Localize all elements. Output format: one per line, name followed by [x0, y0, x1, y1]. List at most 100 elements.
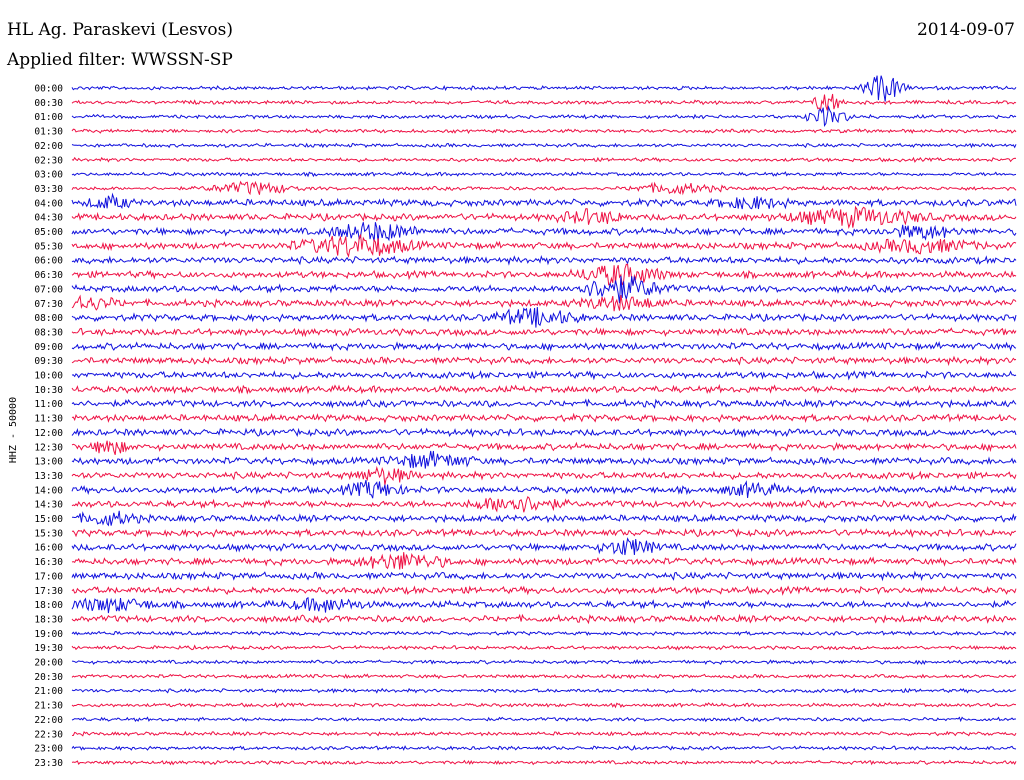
trace-row-2330	[71, 759, 1017, 766]
trace-row-0300	[71, 171, 1017, 178]
row-time-label: 04:30	[34, 213, 63, 224]
row-time-label: 11:00	[34, 399, 63, 410]
row-time-label: 15:00	[34, 514, 63, 525]
trace-row-1900	[71, 630, 1017, 637]
trace-row-0430	[71, 205, 1017, 230]
trace-row-2000	[71, 659, 1017, 665]
row-time-label: 01:30	[34, 127, 63, 138]
trace-row-1400	[71, 479, 1017, 499]
row-time-label: 22:30	[34, 729, 63, 740]
row-time-label: 14:00	[34, 485, 63, 496]
row-time-label: 16:00	[34, 543, 63, 554]
row-time-label: 17:00	[34, 571, 63, 582]
trace-row-1030	[71, 383, 1016, 395]
trace-row-0500	[71, 222, 1017, 243]
row-time-label: 18:00	[34, 600, 63, 611]
trace-row-0730	[71, 294, 1017, 312]
row-time-label: 20:00	[34, 658, 63, 669]
trace-row-1800	[71, 596, 1017, 614]
trace-row-0930	[71, 355, 1017, 367]
trace-row-1930	[71, 644, 1017, 651]
trace-row-1000	[71, 370, 1017, 381]
row-time-label: 17:30	[34, 586, 63, 597]
row-time-label: 23:00	[34, 744, 63, 755]
trace-row-0830	[71, 327, 1017, 338]
trace-row-1530	[71, 528, 1017, 539]
trace-row-1600	[71, 537, 1017, 556]
row-time-label: 22:00	[34, 715, 63, 726]
row-time-label: 07:30	[34, 299, 63, 310]
trace-row-0030	[71, 93, 1017, 112]
trace-row-0200	[71, 142, 1017, 149]
row-time-label: 12:30	[34, 442, 63, 453]
trace-row-1630	[71, 552, 1017, 570]
station-title: HL Ag. Paraskevi (Lesvos)	[7, 20, 233, 40]
trace-row-0400	[71, 192, 1017, 210]
date-label: 2014-09-07	[916, 20, 1015, 40]
trace-row-0330	[71, 180, 1017, 196]
trace-row-2030	[71, 673, 1017, 680]
trace-row-1230	[71, 440, 1017, 455]
row-time-label: 23:30	[34, 758, 63, 769]
trace-row-2130	[71, 702, 1016, 709]
row-time-label: 13:30	[34, 471, 63, 482]
row-time-label: 18:30	[34, 614, 63, 625]
trace-row-1700	[71, 570, 1017, 582]
trace-row-0100	[71, 105, 1017, 127]
trace-row-1200	[71, 427, 1017, 438]
row-time-label: 02:30	[34, 155, 63, 166]
row-time-label: 09:30	[34, 356, 63, 367]
trace-row-2100	[71, 687, 1017, 694]
trace-row-1330	[71, 465, 1017, 485]
trace-row-1300	[71, 450, 1017, 469]
row-time-label: 06:30	[34, 270, 63, 281]
trace-row-1430	[71, 496, 1017, 513]
row-time-label: 07:00	[34, 284, 63, 295]
trace-row-2230	[71, 730, 1017, 737]
row-time-label: 11:30	[34, 414, 63, 425]
row-time-label: 05:30	[34, 241, 63, 252]
row-time-label: 21:00	[34, 686, 63, 697]
trace-row-2300	[71, 744, 1017, 752]
row-time-label: 21:30	[34, 701, 63, 712]
trace-row-1500	[71, 510, 1017, 527]
trace-row-0600	[71, 254, 1017, 266]
row-time-label: 02:00	[34, 141, 63, 152]
trace-row-1130	[71, 412, 1017, 423]
row-time-label: 03:00	[34, 170, 63, 181]
row-time-label: 19:00	[34, 629, 63, 640]
row-time-label: 10:00	[34, 371, 63, 382]
row-time-label: 03:30	[34, 184, 63, 195]
row-time-label: 13:00	[34, 457, 63, 468]
trace-row-0630	[71, 263, 1017, 286]
filter-label: Applied filter: WWSSN-SP	[7, 50, 233, 70]
trace-row-0530	[71, 234, 1017, 258]
row-time-label: 05:00	[34, 227, 63, 238]
row-time-label: 12:00	[34, 428, 63, 439]
trace-row-0900	[71, 341, 1017, 352]
row-time-label: 01:00	[34, 112, 63, 123]
row-time-label: 09:00	[34, 342, 63, 353]
row-time-label: 20:30	[34, 672, 63, 683]
row-time-label: 08:00	[34, 313, 63, 324]
trace-row-1730	[71, 585, 1017, 596]
row-time-label: 04:00	[34, 198, 63, 209]
trace-row-0800	[71, 307, 1017, 328]
trace-row-0230	[71, 156, 1017, 163]
row-time-label: 19:30	[34, 643, 63, 654]
row-time-label: 00:30	[34, 98, 63, 109]
row-time-label: 08:30	[34, 327, 63, 338]
row-time-label: 16:30	[34, 557, 63, 568]
row-time-label: 00:00	[34, 84, 63, 95]
trace-row-0700	[71, 275, 1017, 304]
trace-row-1100	[71, 398, 1017, 409]
trace-row-0000	[71, 75, 1017, 102]
row-time-label: 14:30	[34, 500, 63, 511]
row-time-label: 15:30	[34, 528, 63, 539]
row-time-label: 06:00	[34, 256, 63, 267]
trace-row-0130	[71, 128, 1017, 135]
trace-row-1830	[71, 613, 1017, 625]
row-time-label: 10:30	[34, 385, 63, 396]
trace-row-2200	[71, 716, 1016, 723]
